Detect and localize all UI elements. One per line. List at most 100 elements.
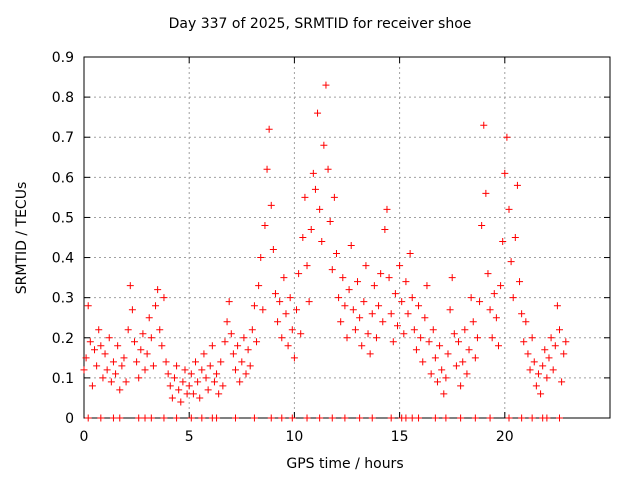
data-point [261, 221, 269, 229]
data-point [381, 225, 389, 233]
data-point [149, 362, 157, 370]
data-point [436, 342, 444, 350]
data-point [303, 262, 311, 270]
data-point [187, 414, 195, 422]
data-point [109, 358, 117, 366]
data-point [560, 350, 568, 358]
data-point [393, 322, 401, 330]
data-point [156, 326, 164, 334]
data-point [556, 326, 564, 334]
data-point [244, 346, 252, 354]
data-point [198, 414, 206, 422]
data-point [398, 298, 406, 306]
data-point [97, 342, 105, 350]
data-point [152, 302, 160, 310]
data-point [450, 330, 458, 338]
data-point [166, 382, 174, 390]
data-point [303, 414, 311, 422]
data-point [421, 314, 429, 322]
data-point [509, 294, 517, 302]
data-point [147, 334, 155, 342]
y-tick-label: 0.8 [52, 90, 74, 106]
data-point [229, 350, 237, 358]
data-point [143, 350, 151, 358]
data-point [528, 334, 536, 342]
data-point [484, 270, 492, 278]
data-point [423, 282, 431, 290]
data-point [112, 370, 120, 378]
data-point [280, 274, 288, 282]
data-point [339, 274, 347, 282]
data-point [446, 306, 454, 314]
data-point [198, 366, 206, 374]
data-point [253, 338, 261, 346]
data-point [116, 386, 124, 394]
data-point [465, 346, 473, 354]
data-point [116, 414, 124, 422]
data-point [427, 370, 435, 378]
data-point [109, 414, 117, 422]
data-point [345, 286, 353, 294]
data-point [471, 354, 479, 362]
data-point [139, 330, 147, 338]
data-point [494, 342, 502, 350]
data-point [490, 290, 498, 298]
data-point [389, 338, 397, 346]
data-point [478, 221, 486, 229]
data-point [541, 346, 549, 354]
data-point [290, 354, 298, 362]
data-point [141, 366, 149, 374]
data-point [168, 394, 176, 402]
data-point [259, 306, 267, 314]
data-point [457, 414, 465, 422]
data-point [330, 193, 338, 201]
data-point [383, 205, 391, 213]
data-point [82, 354, 90, 362]
data-point [356, 414, 364, 422]
data-point [505, 414, 513, 422]
data-point [415, 414, 423, 422]
data-point [265, 125, 273, 133]
data-point [80, 366, 88, 374]
data-point [391, 290, 399, 298]
data-point [410, 326, 418, 334]
data-point [562, 338, 570, 346]
data-point [189, 390, 197, 398]
data-point [84, 302, 92, 310]
data-point [488, 334, 496, 342]
plot-frame [83, 56, 611, 419]
x-axis-label: GPS time / hours [286, 456, 404, 472]
data-point [271, 290, 279, 298]
data-point [448, 274, 456, 282]
data-point [433, 378, 441, 386]
data-point [442, 374, 450, 382]
data-point [402, 278, 410, 286]
data-point [267, 201, 275, 209]
data-point [200, 350, 208, 358]
data-point [320, 141, 328, 149]
data-point [204, 386, 212, 394]
data-point [86, 338, 94, 346]
data-point [362, 262, 370, 270]
data-point [455, 338, 463, 346]
data-point [213, 414, 221, 422]
y-tick-label: 0 [65, 411, 74, 427]
data-point [288, 414, 296, 422]
data-point [341, 302, 349, 310]
data-point [473, 334, 481, 342]
data-point [375, 302, 383, 310]
data-point [328, 266, 336, 274]
data-point [507, 258, 515, 266]
data-point [288, 326, 296, 334]
x-tick-label: 15 [391, 429, 409, 445]
data-point [213, 370, 221, 378]
data-point [444, 350, 452, 358]
data-point [231, 414, 239, 422]
data-point [130, 338, 138, 346]
data-point [326, 217, 334, 225]
data-point [274, 318, 282, 326]
data-point [305, 298, 313, 306]
data-point [526, 366, 534, 374]
data-point [332, 250, 340, 258]
data-point [95, 326, 103, 334]
